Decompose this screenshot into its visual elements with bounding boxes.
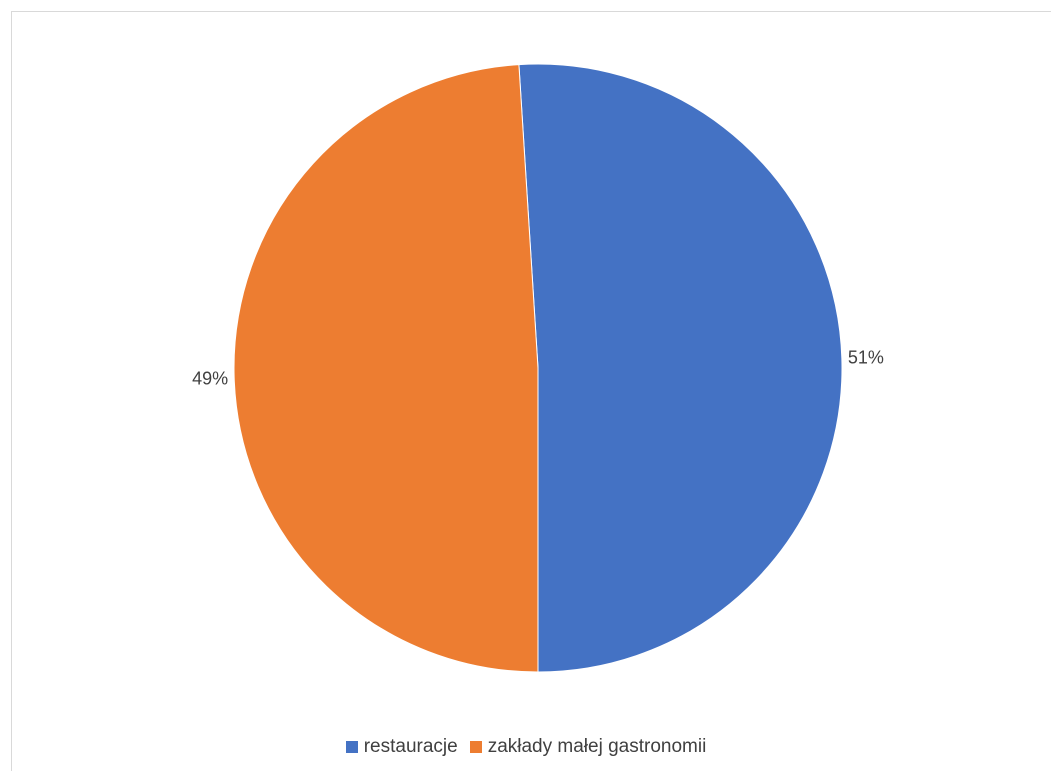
legend: restauracje zakłady małej gastronomii [0, 736, 1052, 758]
data-label-zaklady-malej-gastronomii: 49% [192, 368, 228, 388]
legend-item-restauracje: restauracje [345, 736, 458, 758]
pie-slice-zaklady-malej-gastronomii [233, 64, 539, 673]
legend-swatch-zaklady-malej-gastronomii [469, 741, 482, 753]
data-label-restauracje: 51% [848, 348, 884, 368]
pie-slice-restauracje [518, 63, 843, 673]
legend-swatch-restauracje [345, 741, 358, 753]
legend-label-zaklady-malej-gastronomii: zakłady małej gastronomii [487, 736, 707, 757]
legend-item-zaklady-malej-gastronomii: zakłady małej gastronomii [469, 736, 707, 758]
legend-label-restauracje: restauracje [363, 736, 458, 757]
